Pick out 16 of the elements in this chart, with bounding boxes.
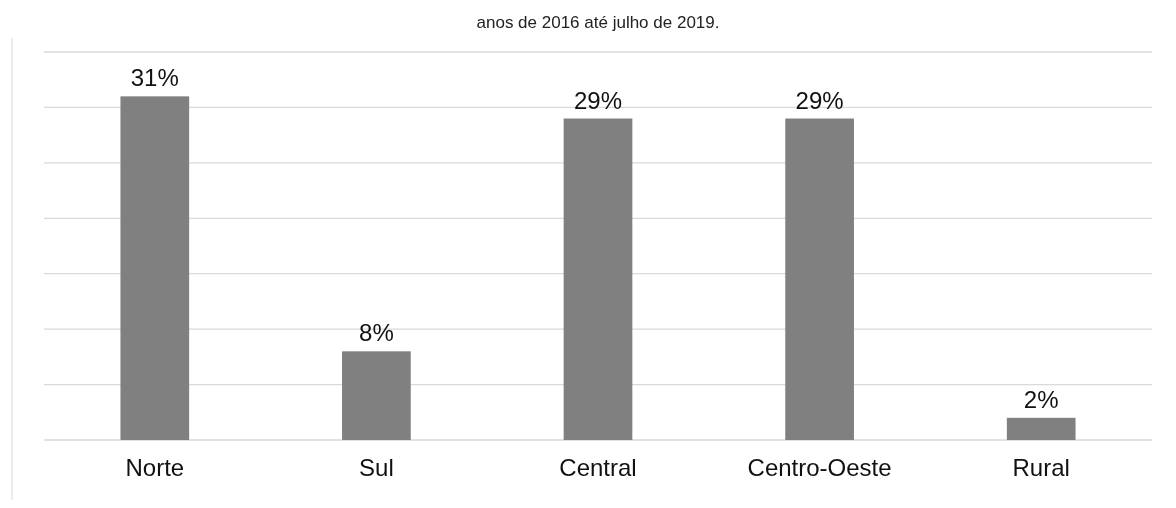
bar (563, 118, 633, 440)
data-label: 31% (130, 64, 179, 92)
x-tick-label: Rural (1012, 454, 1070, 481)
data-label: 29% (795, 86, 844, 114)
x-tick-label: Sul (359, 454, 394, 481)
data-label: 29% (573, 86, 623, 114)
data-label: 8% (359, 319, 394, 347)
bar (342, 351, 411, 440)
chart-title: anos de 2016 até julho de 2019. (476, 13, 720, 32)
x-tick-label: Central (559, 454, 637, 481)
x-tick-label: Norte (125, 454, 185, 481)
data-label: 2% (1023, 385, 1059, 413)
bar (1006, 417, 1076, 440)
bar (120, 96, 190, 440)
bar (785, 118, 854, 440)
x-tick-label: Centro-Oeste (747, 454, 892, 481)
